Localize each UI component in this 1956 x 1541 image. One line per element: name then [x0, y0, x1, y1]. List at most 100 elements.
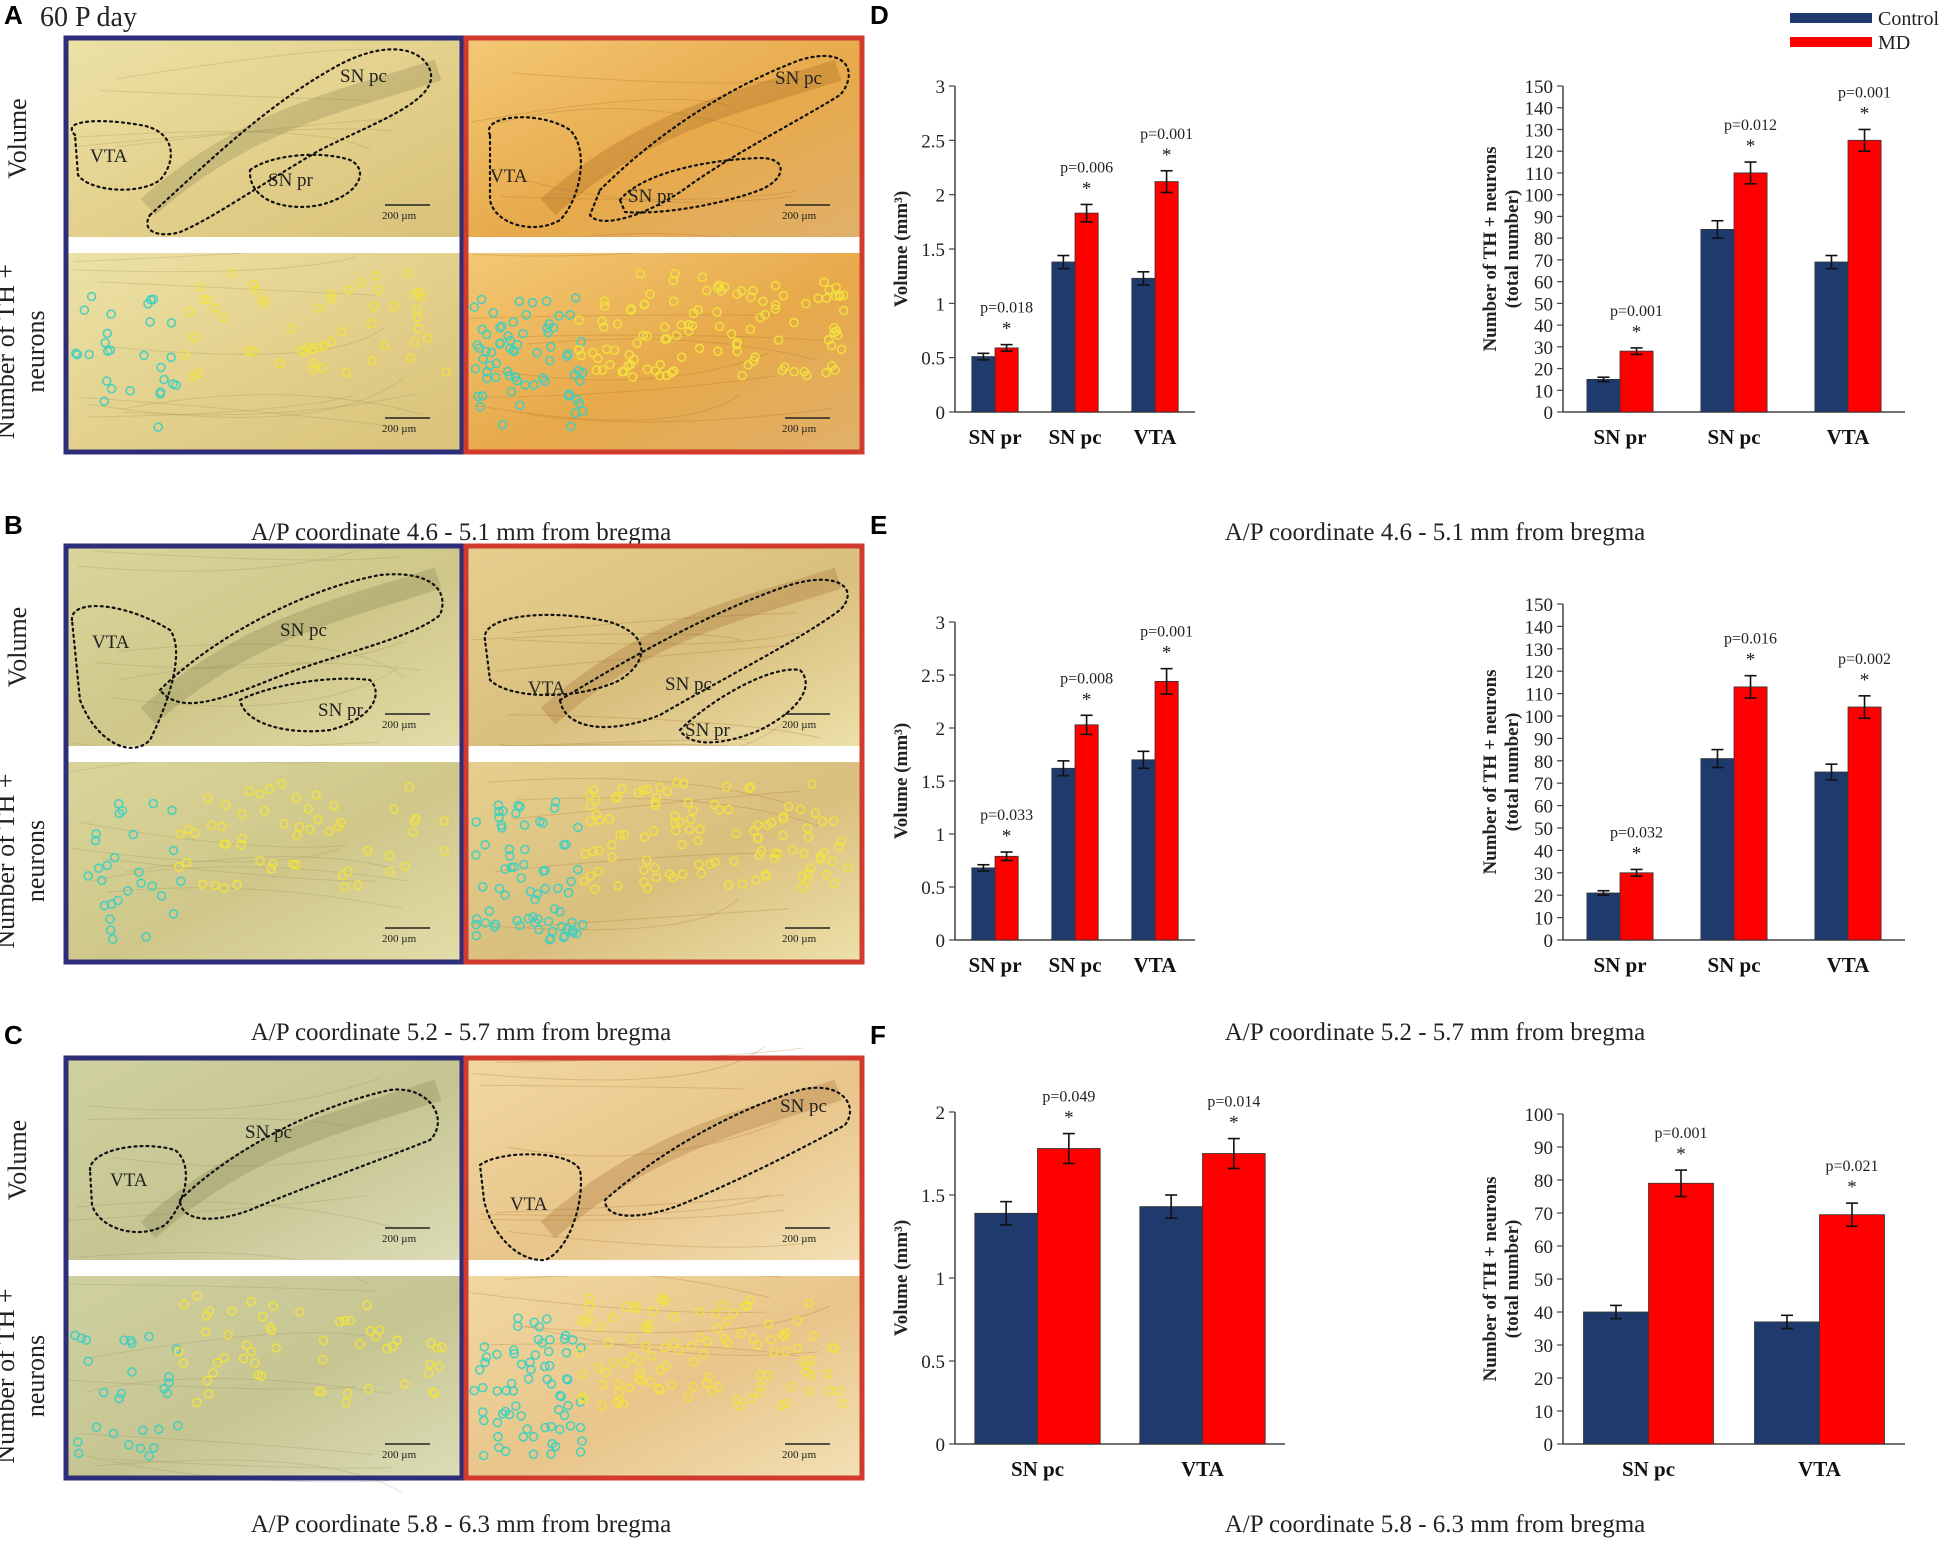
region-label: VTA: [528, 678, 566, 699]
scale-bar-label: 200 µm: [382, 1449, 417, 1461]
bar-md-vta: [1154, 681, 1179, 941]
y-axis-label: Volume (mm³): [891, 723, 912, 839]
x-tick-label: SN pc: [1707, 953, 1760, 977]
region-label: VTA: [110, 1170, 148, 1191]
y-tick-label: 40: [1534, 841, 1553, 862]
bar-control-sn-pc: [1700, 758, 1735, 941]
chart-caption: A/P coordinate 5.8 - 6.3 mm from bregma: [1225, 1511, 1646, 1538]
md-frame: [463, 543, 865, 965]
row-label-neurons: Number of TH +neurons: [0, 1288, 50, 1463]
p-value-label: p=0.018: [980, 300, 1033, 317]
significance-star: *: [1632, 322, 1642, 343]
region-outline: [603, 1086, 852, 1217]
p-value-label: p=0.001: [1838, 84, 1891, 101]
y-tick-label: 1: [936, 1269, 946, 1290]
row-label-neurons-line1: Number of TH +: [0, 773, 20, 948]
image-gap: [68, 746, 460, 762]
y-tick-label: 90: [1534, 207, 1553, 228]
y-tick-label: 0: [936, 403, 946, 424]
md-micrograph: 200 µm 200 µm VTA SN pc SN pr: [463, 35, 865, 455]
legend-label-control: Control: [1878, 8, 1940, 30]
y-tick-label: 50: [1534, 1270, 1553, 1291]
p-value-label: p=0.001: [1140, 126, 1193, 143]
row-label-neurons-line2: neurons: [21, 1335, 50, 1417]
y-tick-label: 2: [936, 1103, 946, 1124]
bar-control-sn-pr: [971, 356, 996, 413]
region-label: SN pr: [268, 170, 314, 191]
legend-swatch-md: [1790, 37, 1872, 47]
y-tick-label: 120: [1525, 662, 1554, 683]
region-outline: [178, 1088, 439, 1220]
chart-caption: A/P coordinate 5.2 - 5.7 mm from bregma: [1225, 1019, 1646, 1046]
y-tick-label: 0: [936, 931, 946, 952]
region-label: SN pr: [628, 186, 674, 207]
y-tick-label: 20: [1534, 360, 1553, 381]
md-micrograph: 200 µm 200 µm VTA SN pc: [463, 1046, 865, 1481]
y-tick-label: 40: [1534, 316, 1553, 337]
y-tick-label: 1: [936, 294, 946, 315]
y-tick-label: 0.5: [921, 349, 945, 370]
scale-bar-label: 200 µm: [382, 1233, 417, 1245]
y-tick-label: 80: [1534, 229, 1553, 250]
y-tick-label: 30: [1534, 1336, 1553, 1357]
control-frame: [63, 1055, 465, 1481]
y-tick-label: 100: [1525, 707, 1554, 728]
region-outline: [248, 153, 361, 209]
bar-control-sn-pc: [974, 1212, 1038, 1445]
control-frame: [63, 543, 465, 965]
md-micrograph: 200 µm 200 µm VTA SN pc SN pr: [463, 543, 865, 965]
neuron-count-image: [468, 253, 860, 450]
x-tick-label: SN pc: [1048, 953, 1101, 977]
region-label: VTA: [90, 146, 128, 167]
panel-letter-f: F: [870, 1020, 886, 1050]
x-tick-label: SN pc: [1011, 1457, 1064, 1481]
stained-band: [140, 59, 442, 216]
y-tick-label: 10: [1534, 381, 1553, 402]
y-tick-label: 1: [936, 825, 946, 846]
significance-star: *: [1847, 1177, 1857, 1198]
bar-control-vta: [1131, 759, 1156, 941]
scale-bar-label: 200 µm: [782, 423, 817, 435]
image-gap: [468, 746, 860, 762]
p-value-label: p=0.014: [1207, 1094, 1260, 1111]
bar-md-sn-pr: [1619, 350, 1654, 413]
p-value-label: p=0.012: [1724, 117, 1777, 134]
y-tick-label: 10: [1534, 909, 1553, 930]
scale-bar-label: 200 µm: [382, 423, 417, 435]
control-frame: [63, 35, 465, 455]
y-tick-label: 150: [1525, 595, 1554, 616]
micro-panel-b: Volume Number of TH +neurons 200 µm 200 µm V…: [0, 540, 865, 1046]
figure-title: 60 P day: [40, 2, 137, 33]
p-value-label: p=0.002: [1838, 651, 1891, 668]
md-frame: [463, 1055, 865, 1481]
y-tick-label: 100: [1525, 1105, 1554, 1126]
significance-star: *: [1746, 136, 1756, 157]
y-tick-label: 2: [936, 186, 946, 207]
panel-letter-d: D: [870, 0, 889, 30]
p-value-label: p=0.006: [1060, 159, 1113, 176]
volume-image: [68, 1060, 460, 1260]
image-gap: [468, 1260, 860, 1276]
x-tick-label: SN pr: [1593, 953, 1646, 977]
row-label-neurons-line1: Number of TH +: [0, 264, 20, 439]
bar-control-vta: [1754, 1321, 1820, 1445]
micro-caption: A/P coordinate 5.8 - 6.3 mm from bregma: [251, 1511, 672, 1538]
y-tick-label: 0: [936, 1435, 946, 1456]
y-tick-label: 20: [1534, 886, 1553, 907]
row-label-volume: Volume: [3, 98, 32, 178]
p-value-label: p=0.016: [1724, 631, 1777, 648]
y-axis-label-line1: Number of TH + neurons: [1480, 146, 1501, 351]
row-label-neurons-line2: neurons: [21, 820, 50, 902]
y-tick-label: 1.5: [921, 772, 945, 793]
y-tick-label: 2.5: [921, 666, 945, 687]
significance-star: *: [1860, 670, 1870, 691]
panel-letter-c: C: [4, 1020, 23, 1050]
stained-band: [140, 1079, 442, 1239]
scale-bar-label: 200 µm: [382, 933, 417, 945]
significance-star: *: [1002, 319, 1012, 340]
md-frame: [463, 35, 865, 455]
y-tick-label: 120: [1525, 142, 1554, 163]
bar-md-sn-pc: [1648, 1182, 1714, 1445]
y-tick-label: 1.5: [921, 240, 945, 261]
stained-band: [540, 1079, 842, 1239]
